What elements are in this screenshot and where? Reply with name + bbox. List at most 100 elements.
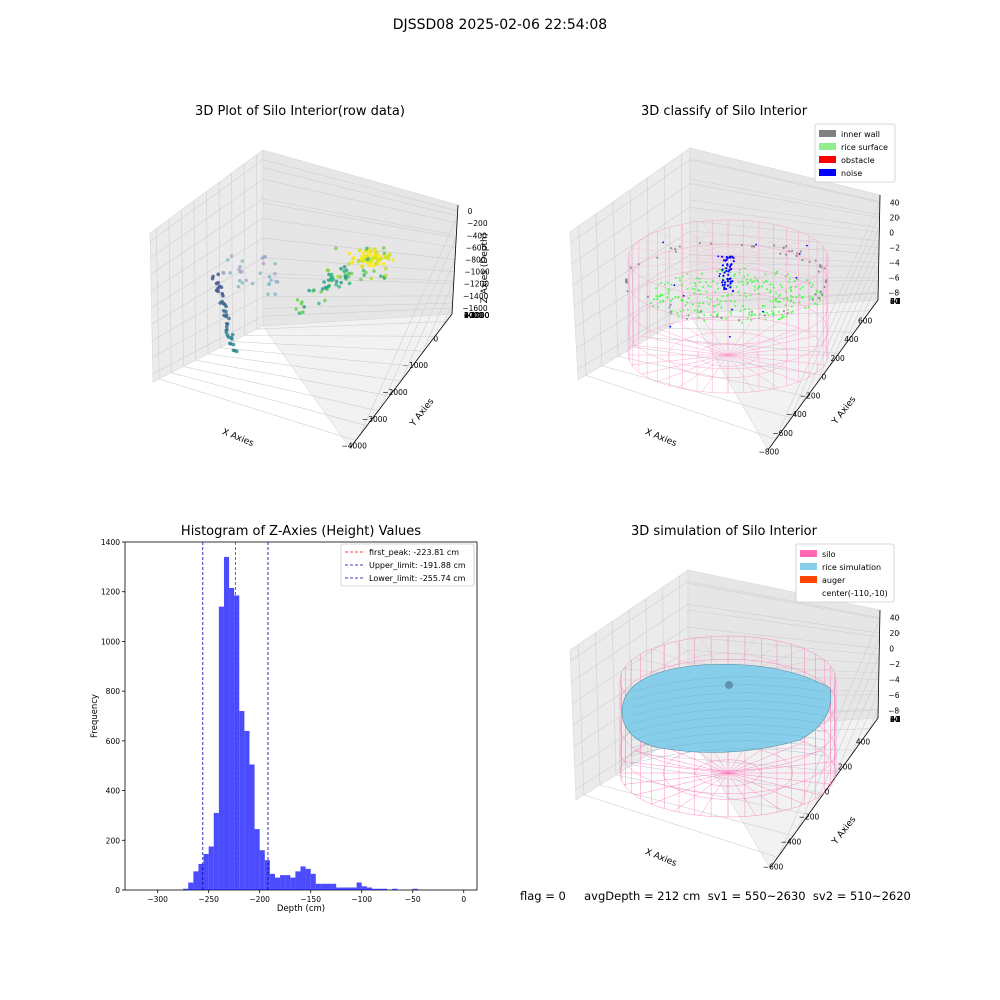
rice-surface-point [743,292,746,295]
rice-surface-point [790,312,793,315]
rice-surface-point [659,281,662,284]
simulation-plot-title: 3D simulation of Silo Interior [631,524,817,539]
surface-mesh-line [629,700,827,717]
raw-point [221,309,226,313]
z-tick-label: −1400 [463,292,489,301]
rice-surface-point [810,285,813,288]
y-gridline [647,754,840,772]
y-gridline [633,346,824,376]
raw-point [336,274,340,279]
rice-surface-point [656,298,659,301]
rice-surface-point [713,311,716,314]
raw-point [381,262,386,266]
rice-surface-point [784,275,787,278]
histogram-bar [310,873,316,890]
y-axis-label: Frequency [90,694,100,738]
silo-floor-spoke [727,335,815,356]
rice-surface-point [697,316,700,319]
raw-point [221,294,225,298]
rice-surface-point [718,303,721,306]
rice-surface-point [727,293,730,296]
z-tick-label: 200 [890,214,900,223]
z-tick-label: 400 [890,199,900,208]
surface-mesh-line [629,740,827,757]
rice-surface-point [772,283,775,286]
inner-wall-point [819,263,822,267]
noise-point [725,269,728,273]
inner-wall-point [624,279,628,282]
raw-point [379,274,383,278]
noise-point [721,268,724,271]
x-tick-label: −100 [351,895,372,904]
x-gridline [778,618,881,856]
histogram-bars [183,556,418,890]
rice-surface-point [702,286,705,289]
raw-point [360,265,365,269]
rice-surface-point [751,313,754,316]
histogram-bar [234,595,240,890]
raw-point [347,251,352,256]
inner-wall-point [646,295,650,298]
rice-surface-point [681,275,684,278]
inner-wall-point [788,250,791,253]
rice-surface-point [693,288,696,291]
rice-surface-point [755,278,758,281]
rice-surface-point [787,308,790,311]
x-gridline [687,609,880,638]
raw-point [237,267,241,272]
rice-surface-point [721,295,724,298]
y-gridline [159,378,356,441]
rice-surface-point [662,300,665,303]
rice-surface-point [764,279,767,282]
noise-point [722,259,726,262]
inner-wall-point [818,297,821,300]
noise-point [755,243,758,246]
raw-point [323,298,327,303]
silo-roof-spoke [641,238,729,259]
inner-wall-point [814,293,817,296]
legend-frame [340,543,475,587]
raw-point [219,285,224,289]
rice-surface-point [677,296,680,299]
silo-floor-spoke [677,321,729,356]
noise-point [726,277,729,281]
silo-floor-spoke [727,344,825,356]
histogram-bar [208,846,214,890]
inner-wall-point [763,314,766,317]
surface-mesh-line [629,692,827,709]
raw-point [274,279,278,284]
x-tick-label: 0 [821,373,826,382]
raw-point [337,285,341,289]
rice-surface-point [781,316,784,319]
silo-floor-spoke [727,772,833,785]
raw-point [300,310,305,315]
raw-3d-scatter-plot: −4000−3000−2000−1000040003000200010000−1… [149,149,490,451]
x-tick-label: −300 [147,895,168,904]
rice-surface-point [770,309,773,312]
y-tick-label: 600 [106,737,121,746]
rice-surface-point [680,284,683,287]
z-gridline [262,179,458,224]
x-tick-label: −2000 [382,388,408,397]
rice-surface-point [714,291,717,294]
x-tick-label: −1000 [403,361,429,370]
rice-surface-point [812,283,815,286]
rice-surface-point [746,316,749,319]
y-tick-label: −400 [890,715,900,724]
raw-point [267,282,272,286]
x-gridline [689,199,880,229]
z-tick-label: −400 [889,675,900,684]
y-tick-label: −200 [890,297,900,306]
rice-surface-point [789,300,792,303]
raw-point [294,307,298,311]
silo-floor-spoke [677,354,729,389]
rice-surface-point [765,288,768,291]
x-tick-label: −50 [405,895,421,904]
rice-surface-point [790,290,793,293]
silo-roof-spoke [727,257,799,286]
rice-surface-point [666,295,669,298]
y-tick-label: −200 [890,715,900,724]
y-tick-label: 3000 [464,311,483,320]
y-tick-label: 0 [464,311,469,320]
raw-point [373,255,378,260]
